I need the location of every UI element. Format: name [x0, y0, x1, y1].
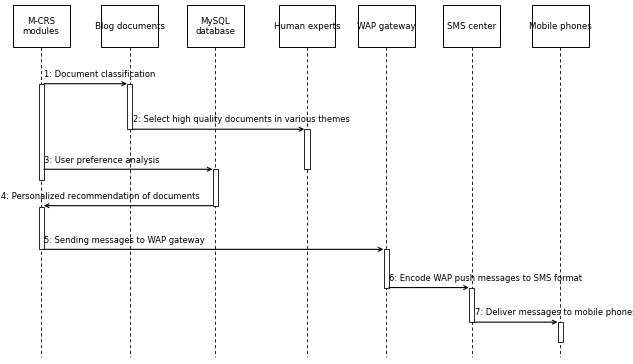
Bar: [279, 5, 335, 47]
Bar: [39, 207, 44, 249]
Text: M-CRS
modules: M-CRS modules: [23, 17, 60, 36]
Bar: [101, 5, 158, 47]
Text: MySQL
database: MySQL database: [195, 17, 235, 36]
Text: WAP gateway: WAP gateway: [357, 22, 415, 31]
Bar: [127, 84, 132, 129]
Text: 7: Deliver messages to mobile phones: 7: Deliver messages to mobile phones: [475, 308, 633, 317]
Text: SMS center: SMS center: [447, 22, 496, 31]
Bar: [469, 288, 474, 322]
Bar: [532, 5, 589, 47]
Bar: [443, 5, 500, 47]
Text: 5: Sending messages to WAP gateway: 5: Sending messages to WAP gateway: [44, 236, 205, 245]
Text: 1: Document classification: 1: Document classification: [44, 70, 156, 79]
Text: Mobile phones: Mobile phones: [529, 22, 592, 31]
Bar: [187, 5, 244, 47]
Text: 4: Personalized recommendation of documents: 4: Personalized recommendation of docume…: [1, 192, 200, 201]
Bar: [358, 5, 415, 47]
Text: 2: Select high quality documents in various themes: 2: Select high quality documents in vari…: [133, 115, 350, 124]
Bar: [304, 129, 310, 169]
Text: 3: User preference analysis: 3: User preference analysis: [44, 155, 160, 165]
Bar: [558, 322, 563, 342]
Text: Blog documents: Blog documents: [95, 22, 165, 31]
Text: 6: Encode WAP push messages to SMS format: 6: Encode WAP push messages to SMS forma…: [389, 274, 582, 283]
Bar: [39, 84, 44, 180]
Text: Human experts: Human experts: [273, 22, 341, 31]
Bar: [13, 5, 70, 47]
Bar: [213, 169, 218, 206]
Bar: [384, 249, 389, 288]
